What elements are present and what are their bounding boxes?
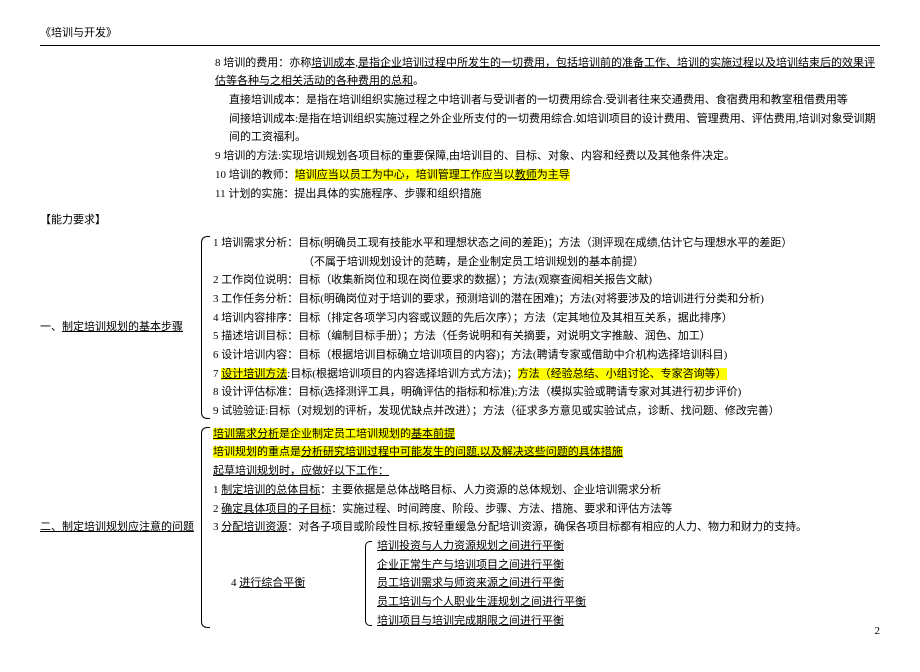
s1-item-4: 4 培训内容排序：目标（排定各项学习内容或议题的先后次序）；方法（定其地位及其相…	[213, 309, 880, 328]
balance-5: 培训项目与培训完成期限之间进行平衡	[377, 612, 880, 631]
section-1-label: 一、制定培训规划的基本步骤	[40, 232, 195, 423]
s1-7-u: 设计培训方法	[221, 368, 287, 380]
ability-title: 【能力要求】	[40, 203, 880, 232]
item-9: 9 培训的方法:实现培训规划各项目标的重要保障,由培训目的、目标、对象、内容和经…	[215, 147, 880, 166]
s2-pre-2a: 培训规划的重点是	[213, 446, 301, 458]
s1-item-2: 2 工作岗位说明：目标（收集新岗位和现在岗位要求的数据）；方法(观察查阅相关报告…	[213, 271, 880, 290]
indirect-cost: 间接培训成本:是指在培训组织实施过程之外企业所支付的一切费用综合.如培训项目的设…	[215, 110, 880, 147]
s1-item-1b: （不属于培训规划设计的范畴，是企业制定员工培训规划的基本前提）	[213, 253, 880, 272]
s2-n1-pre: 1	[213, 484, 221, 496]
page-header: 《培训与开发》	[40, 24, 880, 46]
balance-2: 企业正常生产与培训项目之间进行平衡	[377, 556, 880, 575]
s1-item-8: 8 设计评估标准：目标(选择测评工具，明确评估的指标和标准);方法（模拟实验或聘…	[213, 383, 880, 402]
balance-row: 4 进行综合平衡 培训投资与人力资源规划之间进行平衡 企业正常生产与培训项目之间…	[213, 537, 880, 630]
s2-n2-pre: 2	[213, 503, 221, 515]
s1-7-mid: :目标(根据培训项目的内容选择培训方式方法)；	[287, 368, 517, 380]
s2-n3-u: 分配培训资源	[221, 521, 287, 533]
page-number: 2	[875, 622, 881, 641]
s2-n1-u: 制定培训的总体目标	[221, 484, 320, 496]
s2-n3-pre: 3	[213, 521, 221, 533]
item-10-hlu: 教师	[515, 169, 537, 181]
bracket-icon	[195, 232, 213, 423]
s1-item-3: 3 工作任务分析：目标(明确岗位对于培训的要求，预测培训的潜在困难)；方法(对将…	[213, 290, 880, 309]
balance-3: 员工培训需求与师资来源之间进行平衡	[377, 574, 880, 593]
s1-item-9: 9 试验验证:目标（对规划的评析，发现优缺点并改进）；方法（征求多方意见或实验试…	[213, 402, 880, 421]
s2-pre-1b: 是企业制定员工培训规划的	[279, 428, 411, 440]
s2-n2-u: 确定具体项目的子目标	[221, 503, 331, 515]
s2-n1-b: ：主要依据是总体战略目标、人力资源的总体规划、企业培训需求分析	[320, 484, 661, 496]
s2-pre-1c: 基本前提	[411, 428, 455, 440]
item-10-hl2: 为主导	[537, 169, 570, 181]
s1-item-5: 5 描述培训目标：目标（编制目标手册）；方法（任务说明和有关摘要，对说明文字推敲…	[213, 327, 880, 346]
s1-7-hl: 方法（经验总结、小组讨论、专家咨询等）	[518, 368, 727, 380]
nested-bracket-icon	[361, 537, 377, 630]
section-1-row: 一、制定培训规划的基本步骤 1 培训需求分析：目标(明确员工现有技能水平和理想状…	[40, 232, 880, 423]
item-11: 11 计划的实施：提出具体的实施程序、步骤和组织措施	[215, 185, 880, 204]
s2-pre-1a: 培训需求分析	[213, 428, 279, 440]
direct-cost: 直接培训成本：是指在培训组织实施过程之中培训者与受训者的一切费用综合.受训者往来…	[215, 91, 880, 110]
item-8-end: 。	[413, 75, 424, 87]
s1-7-pre: 7	[213, 368, 221, 380]
top-block: 8 培训的费用：亦称培训成本,是指企业培训过程中所发生的一切费用，包括培训前的准…	[40, 54, 880, 204]
bracket-icon	[195, 423, 213, 633]
s2-n3-b: ：对各子项目或阶段性目标,按轻重缓急分配培训资源，确保各项目标都有相应的人力、物…	[287, 521, 807, 533]
s2-n2-b: ：实施过程、时间跨度、阶段、步骤、方法、措施、要求和评估方法等	[331, 503, 672, 515]
s2-pre-2b: 分析研究培训过程中可能发生的问题,以及解决这些问题的具体措施	[301, 446, 623, 458]
s2-n4-u: 进行综合平衡	[239, 577, 305, 589]
item-8-underline: 培训成本,是指企业培训过程中所发生的一切费用，包括培训前的准备工作、培训的实施过…	[215, 57, 875, 88]
item-10-pre: 10 培训的教师：	[215, 169, 295, 181]
item-10-hl1: 培训应当以员工为中心，培训管理工作应当以	[295, 169, 515, 181]
balance-4: 员工培训与个人职业生涯规划之间进行平衡	[377, 593, 880, 612]
section-2-row: 二、制定培训规划应注意的问题 培训需求分析是企业制定员工培训规划的基本前提 培训…	[40, 423, 880, 633]
s2-n4-pre: 4	[231, 577, 239, 589]
s1-item-6: 6 设计培训内容：目标（根据培训目标确立培训项目的内容)；方法(聘请专家或借助中…	[213, 346, 880, 365]
s2-pre-3: 起草培训规划时，应做好以下工作：	[213, 462, 880, 481]
s1-item-1a: 1 培训需求分析：目标(明确员工现有技能水平和理想状态之间的差距)；方法（测评现…	[213, 234, 880, 253]
section-2-label: 二、制定培训规划应注意的问题	[40, 423, 195, 633]
balance-1: 培训投资与人力资源规划之间进行平衡	[377, 537, 880, 556]
item-8-pre: 8 培训的费用：亦称	[215, 57, 311, 69]
